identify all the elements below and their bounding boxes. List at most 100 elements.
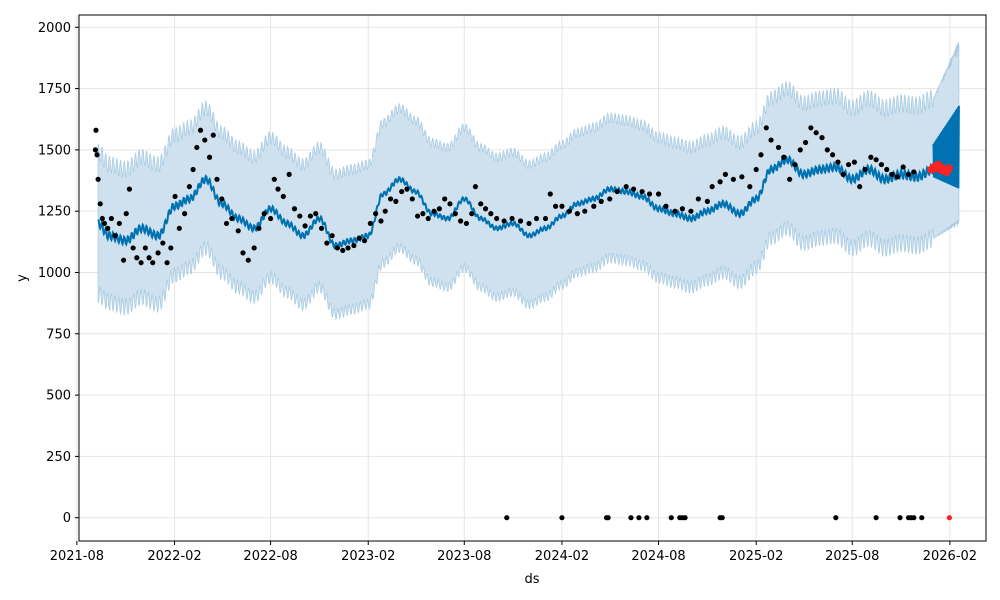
observed-point [897,515,903,521]
observed-point [404,186,410,192]
observed-point [598,198,604,204]
forecast-future-line [932,105,960,189]
observed-point [501,218,507,224]
observed-point [142,245,148,251]
observed-point [704,198,710,204]
observed-point [382,208,388,214]
observed-point [130,245,136,251]
observed-point [862,166,868,173]
observed-point [223,220,230,227]
x-tick-label: 2024-08 [631,549,685,564]
observed-point [566,208,572,214]
y-tick-label: 1500 [38,143,71,158]
observed-point [719,515,725,521]
observed-point [457,218,464,224]
x-tick-label: 2022-08 [243,549,297,564]
observed-point [911,169,917,175]
observed-point [186,184,192,190]
observed-point [442,196,448,202]
observed-point [101,220,108,227]
observed-point [845,161,852,168]
observed-point [747,184,753,190]
observed-point [605,515,611,521]
observed-point [275,186,281,192]
observed-point [802,139,809,146]
observed-point [894,174,900,180]
observed-point [134,255,140,261]
observed-point [261,211,267,217]
observed-point [526,220,532,227]
observed-point [463,220,470,227]
observed-point [758,152,764,158]
observed-point [709,184,715,190]
observed-point [833,515,839,521]
observed-point [644,515,650,521]
observed-point [574,211,580,217]
x-axis-label: ds [524,572,539,587]
observed-point [768,137,774,143]
observed-point [425,215,431,222]
observed-point [126,186,133,192]
observed-point [900,164,906,170]
observed-point [307,213,313,219]
observed-point [819,135,825,141]
highlighted-point [944,164,953,173]
observed-point [99,215,105,222]
y-tick-label: 1750 [38,82,71,97]
y-tick-label: 750 [46,327,71,342]
observed-point [436,206,442,212]
y-tick-label: 0 [63,511,71,526]
observed-point [911,515,917,521]
observed-point [646,191,653,197]
x-tick-label: 2023-02 [341,549,395,564]
observed-point [889,171,895,177]
observed-point [194,144,200,151]
observed-point [730,176,736,182]
observed-points [92,125,925,521]
observed-point [334,245,341,251]
observed-point [688,208,694,214]
observed-point [542,215,549,222]
observed-point [614,188,620,195]
observed-point [559,203,565,209]
observed-point [164,260,170,266]
observed-point [256,225,262,231]
uncertainty-interval [97,42,960,321]
highlighted-point [946,515,952,521]
observed-point [291,206,298,212]
y-axis-label: y [15,274,30,282]
x-tick-label: 2024-02 [535,549,589,564]
observed-point [373,211,379,217]
observed-point [797,147,803,153]
observed-point [197,127,204,133]
observed-point [478,201,484,207]
observed-point [378,218,384,224]
observed-point [138,260,144,266]
x-tick-label: 2021-08 [50,549,104,564]
observed-point [168,245,174,251]
observed-point [182,211,188,217]
y-tick-label: 250 [46,450,71,465]
observed-point [722,171,729,177]
observed-point [919,515,925,521]
observed-point [663,203,669,209]
observed-point [93,127,99,133]
y-tick-label: 1250 [38,205,71,220]
observed-point [420,211,426,217]
observed-point [582,208,588,214]
observed-point [607,196,613,202]
observed-point [668,515,674,521]
observed-point [628,515,634,521]
observed-point [636,515,642,521]
observed-point [504,515,510,521]
observed-point [313,211,319,217]
observed-point [873,515,879,521]
observed-point [116,220,122,227]
plot-frame [78,14,987,542]
y-axis: 0 250 500 750 1000 1250 1500 1750 2000 [38,21,79,526]
observed-point [452,211,458,217]
observed-point [639,188,645,195]
observed-point [286,171,292,177]
observed-point [830,152,836,158]
